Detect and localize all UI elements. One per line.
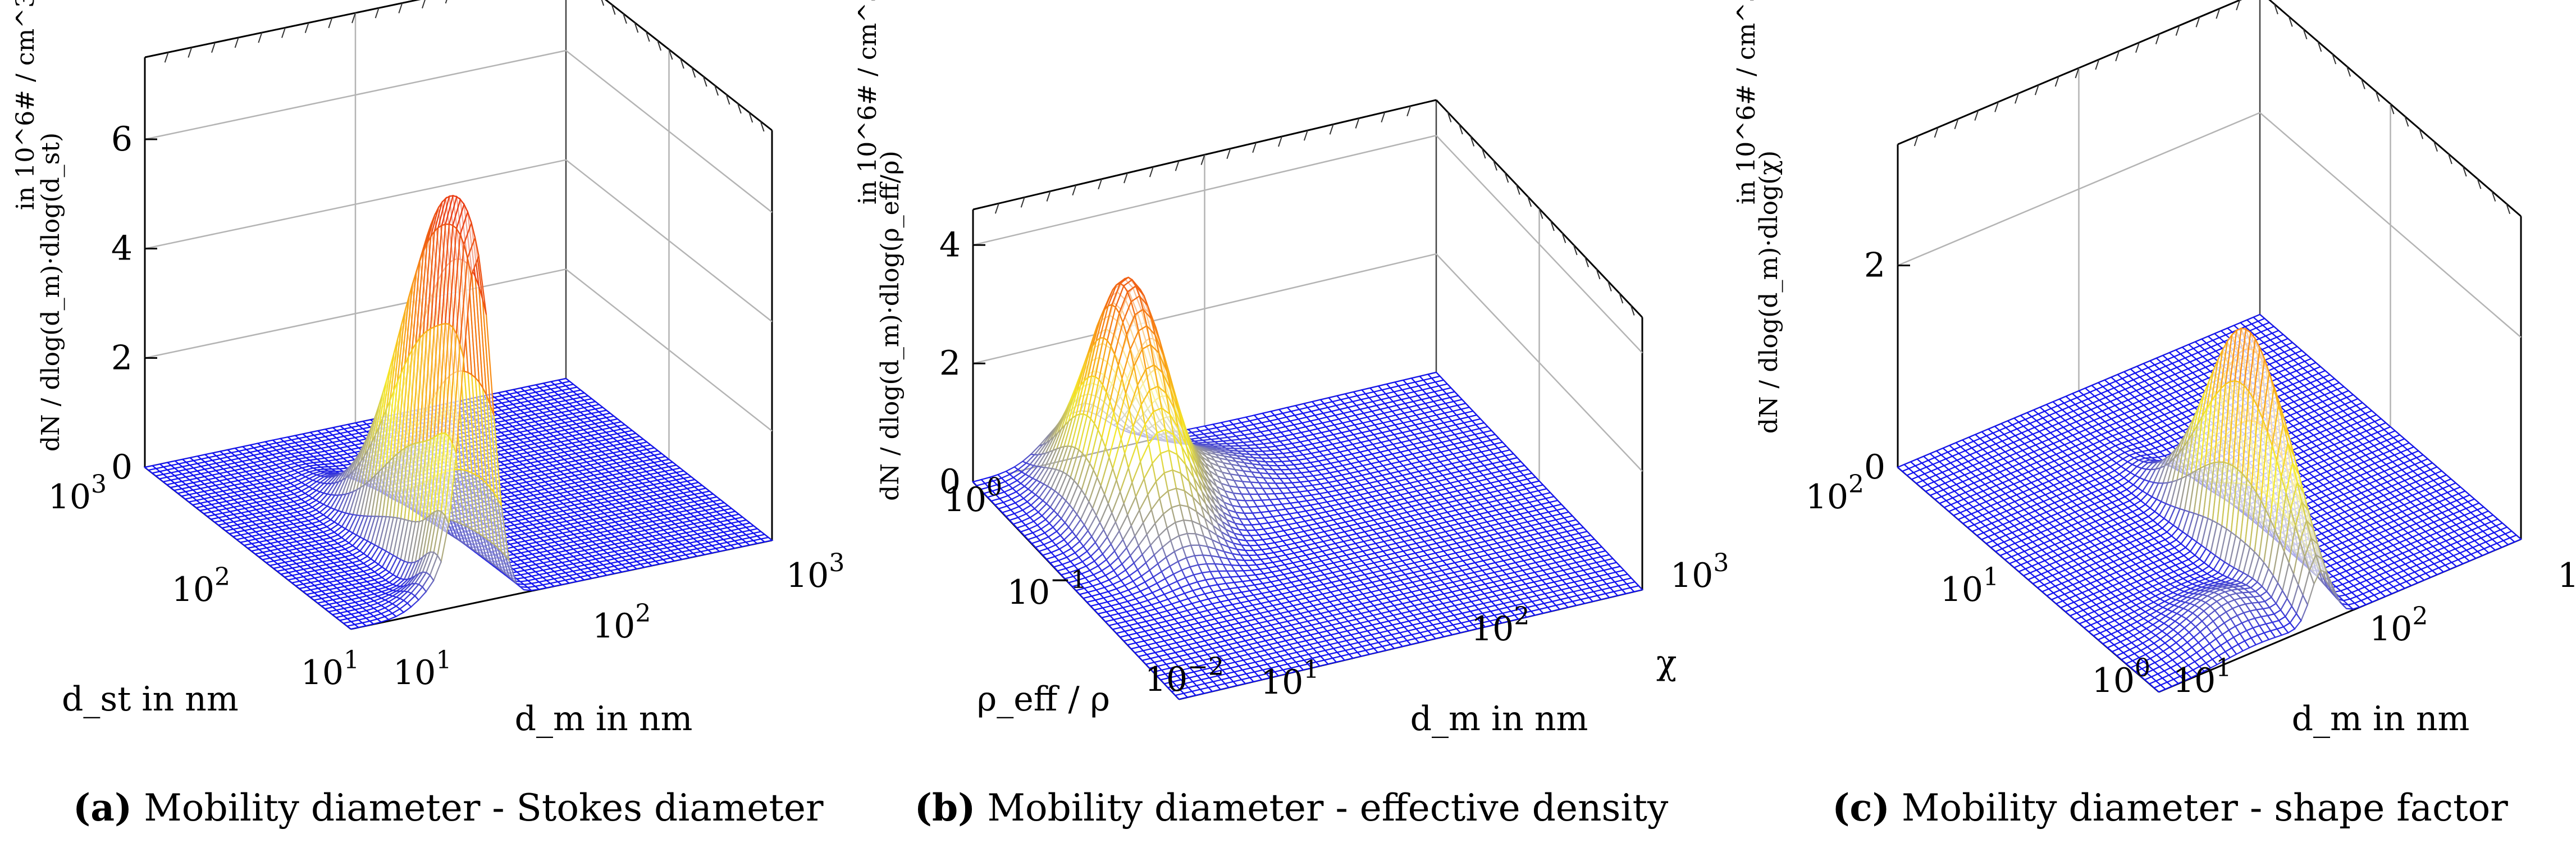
y-tick-exponent: 1: [344, 646, 359, 675]
tick-mark: [281, 28, 286, 38]
x-tick-base: 10: [786, 556, 829, 595]
y-tick-base: 10: [301, 653, 344, 692]
y-tick-label: 103: [48, 470, 107, 517]
z-tick-label: 4: [111, 229, 133, 268]
z-tick-label: 2: [939, 344, 961, 383]
x-tick-base: 10: [393, 653, 436, 692]
tick-mark: [657, 40, 662, 51]
z-axis-label: dN / dlog(d_m)·dlog(d_st): [36, 133, 65, 452]
tick-mark: [714, 85, 719, 96]
z-tick-label: 4: [939, 225, 961, 265]
tick-mark: [725, 94, 730, 105]
tick-mark: [304, 22, 309, 33]
tick-mark: [622, 13, 627, 24]
y-tick-exponent: 2: [214, 563, 230, 591]
y-axis-label: d_st in nm: [62, 680, 239, 719]
tick-mark: [601, 0, 605, 6]
minor-ticks: [164, 0, 765, 132]
tick-mark: [258, 32, 263, 43]
tick-mark: [760, 121, 765, 132]
tick-mark: [702, 76, 707, 87]
tick-mark: [668, 49, 673, 60]
x-tick-label: 101: [393, 646, 451, 692]
y-tick-exponent: 3: [91, 470, 107, 499]
y-tick-label: 102: [172, 563, 230, 609]
z-axis-unit-label: in 10^6# / cm^3: [11, 0, 40, 210]
tick-mark: [234, 37, 239, 48]
tick-mark: [328, 17, 333, 29]
tick-mark: [634, 22, 639, 33]
tick-mark: [748, 112, 753, 123]
tick-mark: [351, 12, 356, 24]
tick-mark: [445, 0, 447, 4]
y-tick-base: 10: [48, 477, 91, 517]
tick-mark: [737, 103, 742, 114]
x-tick-label: 102: [592, 599, 651, 646]
z-tick-label: 0: [111, 448, 133, 487]
tick-mark: [188, 47, 193, 58]
z-tick-label: 2: [111, 338, 133, 377]
tick-mark: [211, 42, 216, 53]
surface-mesh: [143, 195, 774, 630]
x-tick-exponent: 2: [635, 599, 651, 628]
z-axis-ticks: 024: [939, 225, 985, 502]
tick-mark: [611, 4, 616, 15]
x-tick-base: 10: [592, 607, 635, 646]
minor-ticks: [994, 106, 1635, 316]
tick-mark: [691, 67, 696, 78]
x-tick-exponent: 1: [436, 646, 451, 675]
tick-mark: [374, 7, 380, 19]
tick-mark: [398, 3, 403, 13]
x-tick-exponent: 3: [829, 549, 844, 577]
x-tick-label: 103: [786, 549, 844, 595]
surface-mesh: [971, 276, 1644, 700]
y-tick-label: 101: [301, 646, 359, 692]
x-axis-label: d_m in nm: [515, 699, 693, 739]
tick-mark: [679, 58, 684, 69]
y-tick-base: 10: [172, 570, 214, 609]
z-axis-ticks: 0 2 4 6: [111, 120, 157, 487]
tick-mark: [645, 31, 650, 42]
tick-mark: [164, 52, 169, 63]
z-tick-label: 6: [111, 120, 133, 159]
tick-mark: [422, 0, 426, 8]
grid-lines: [144, 13, 773, 459]
